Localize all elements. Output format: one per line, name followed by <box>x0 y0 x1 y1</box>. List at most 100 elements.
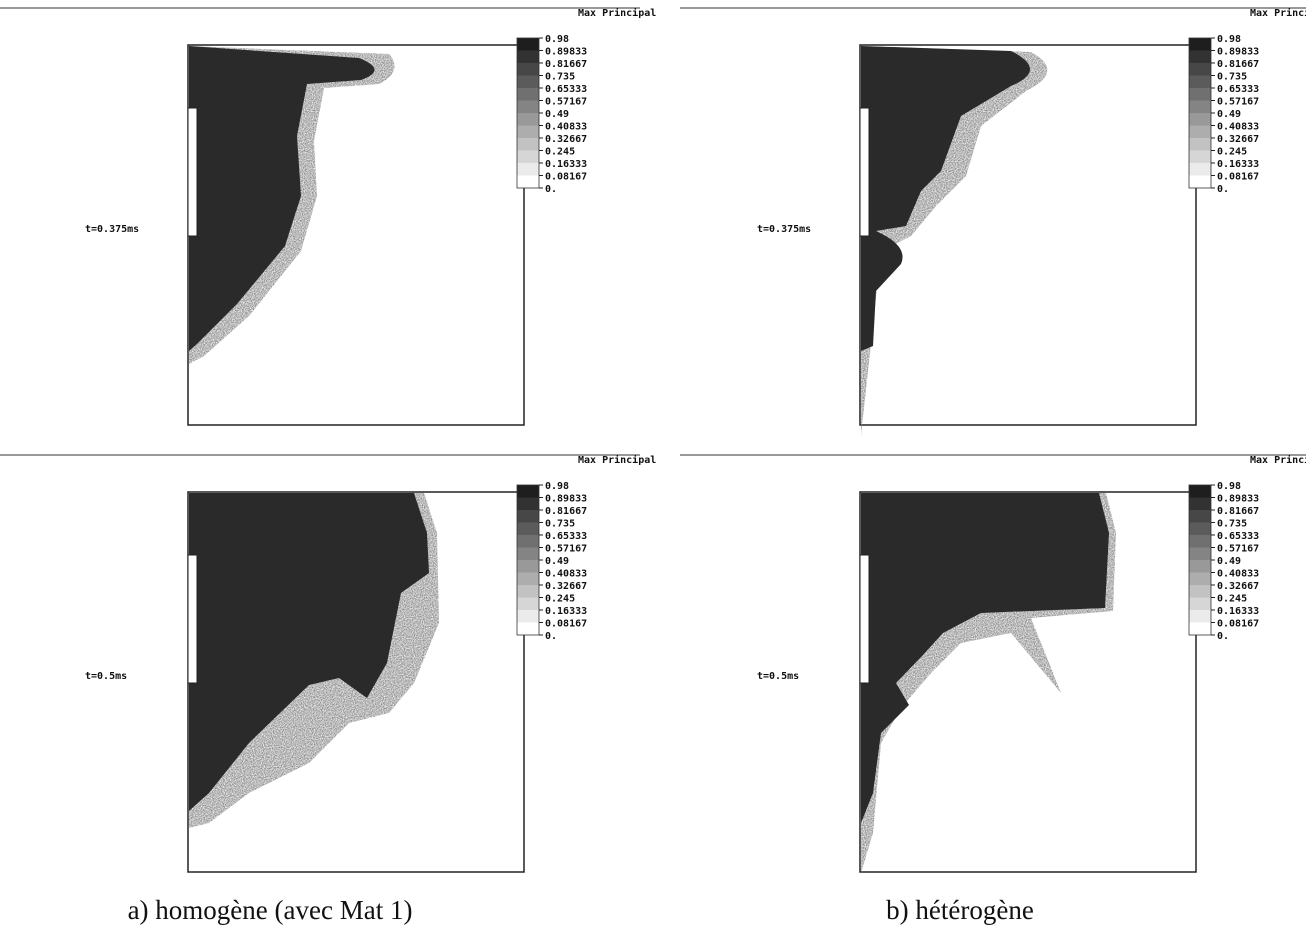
legend-band <box>1189 163 1211 176</box>
legend-band <box>517 547 539 560</box>
legend-label: 0.81667 <box>545 59 587 70</box>
legend-label: 0.65333 <box>1217 531 1259 542</box>
legend-band <box>517 535 539 548</box>
legend-band <box>517 50 539 63</box>
legend-label: 0.89833 <box>1217 47 1259 58</box>
legend-label: 0.98 <box>1217 34 1241 45</box>
legend-band <box>517 597 539 610</box>
legend-band <box>1189 610 1211 623</box>
legend-label: 0.65333 <box>545 84 587 95</box>
time-label: t=0.5ms <box>85 671 127 682</box>
legend-band <box>517 63 539 76</box>
legend-label: 0.65333 <box>1217 84 1259 95</box>
legend-label: 0.49 <box>1217 109 1241 120</box>
legend-label: 0.81667 <box>1217 506 1259 517</box>
legend-label: 0.49 <box>1217 556 1241 567</box>
legend-label: 0.245 <box>545 147 575 158</box>
legend-label: 0.08167 <box>545 172 587 183</box>
legend-label: 0.98 <box>545 481 569 492</box>
legend-label: 0.08167 <box>1217 619 1259 630</box>
legend-label: 0. <box>545 184 557 195</box>
legend-band <box>517 150 539 163</box>
legend-label: 0.57167 <box>1217 544 1259 555</box>
legend-label: 0.32667 <box>1217 134 1259 145</box>
legend-label: 0. <box>545 631 557 642</box>
legend-band <box>1189 125 1211 138</box>
legend-band <box>1189 100 1211 113</box>
legend-band <box>517 572 539 585</box>
legend-band <box>1189 138 1211 151</box>
legend-label: 0.57167 <box>545 544 587 555</box>
legend-label: 0.40833 <box>545 569 587 580</box>
inner-bar <box>187 554 198 684</box>
legend-title: Max Principal <box>1250 454 1306 466</box>
legend-band <box>1189 522 1211 535</box>
contour-core <box>189 46 375 351</box>
legend-label: 0.735 <box>545 519 575 530</box>
legend-label: 0.40833 <box>1217 122 1259 133</box>
legend-band <box>517 585 539 598</box>
contour-core <box>189 493 429 811</box>
legend-label: 0.16333 <box>1217 159 1259 170</box>
legend-label: 0.245 <box>1217 594 1247 605</box>
legend-band <box>1189 597 1211 610</box>
legend-band <box>517 485 539 498</box>
time-label: t=0.375ms <box>85 224 139 235</box>
legend-band <box>517 38 539 51</box>
legend-band <box>1189 547 1211 560</box>
legend-band <box>1189 622 1211 635</box>
panel: t=0.375ms Max Principal 0.98 0.898330.81667… <box>680 7 1306 436</box>
legend-band <box>1189 585 1211 598</box>
time-label: t=0.5ms <box>757 671 799 682</box>
legend-title: Max Principal <box>578 7 656 19</box>
legend-label: 0.08167 <box>1217 172 1259 183</box>
inner-bar <box>187 107 198 237</box>
legend-band <box>517 88 539 101</box>
time-label: t=0.375ms <box>757 224 811 235</box>
legend-label: 0.81667 <box>545 506 587 517</box>
legend-label: 0.65333 <box>545 531 587 542</box>
legend-band <box>517 125 539 138</box>
legend-band <box>517 522 539 535</box>
contour-core <box>861 46 1030 351</box>
legend-label: 0.57167 <box>545 97 587 108</box>
legend-band <box>1189 38 1211 51</box>
legend-label: 0.89833 <box>545 494 587 505</box>
caption: a) homogène (avec Mat 1) <box>128 895 413 925</box>
legend-label: 0.98 <box>545 34 569 45</box>
legend-band <box>1189 113 1211 126</box>
legend-band <box>517 610 539 623</box>
legend-label: 0.40833 <box>1217 569 1259 580</box>
panel: t=0.375ms Max Principal 0.98 0.898330.81667… <box>0 7 656 426</box>
legend-label: 0.89833 <box>545 47 587 58</box>
legend-band <box>1189 50 1211 63</box>
legend-band <box>1189 175 1211 188</box>
legend-band <box>1189 572 1211 585</box>
legend-label: 0.32667 <box>1217 581 1259 592</box>
legend-label: 0.735 <box>545 72 575 83</box>
legend-band <box>517 510 539 523</box>
contour-core <box>861 493 1109 823</box>
legend-title: Max Principal <box>578 454 656 466</box>
caption: b) hétérogène <box>886 895 1034 925</box>
legend-band <box>517 175 539 188</box>
legend-band <box>517 163 539 176</box>
legend-band <box>1189 485 1211 498</box>
legend-band <box>517 75 539 88</box>
legend-label: 0.32667 <box>545 134 587 145</box>
legend-band <box>517 100 539 113</box>
legend-label: 0. <box>1217 631 1229 642</box>
legend-label: 0.40833 <box>545 122 587 133</box>
legend-band <box>1189 497 1211 510</box>
legend-label: 0.08167 <box>545 619 587 630</box>
legend-label: 0.735 <box>1217 519 1247 530</box>
legend-band <box>1189 150 1211 163</box>
legend-label: 0.16333 <box>1217 606 1259 617</box>
legend-band <box>1189 88 1211 101</box>
legend-label: 0. <box>1217 184 1229 195</box>
legend-label: 0.89833 <box>1217 494 1259 505</box>
legend-label: 0.98 <box>1217 481 1241 492</box>
legend-band <box>517 138 539 151</box>
